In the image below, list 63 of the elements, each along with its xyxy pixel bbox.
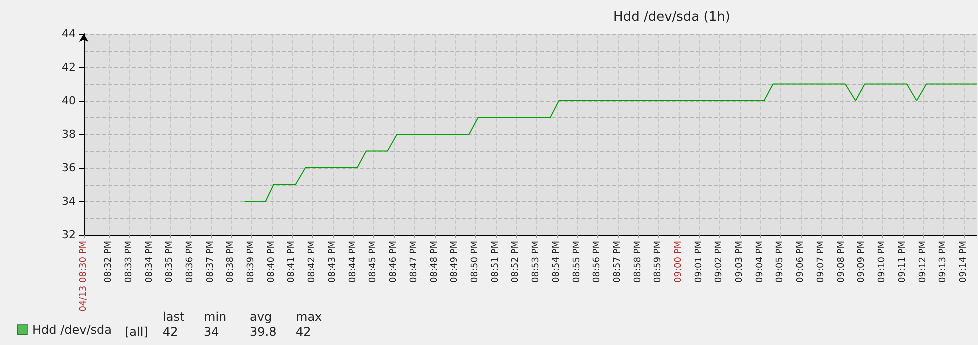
x-tick-label: 09:05 PM [776, 241, 786, 283]
x-tick-label: 08:33 PM [124, 241, 134, 283]
x-tick-label: 09:08 PM [836, 241, 847, 283]
text: [all] [125, 325, 148, 339]
text: last [163, 310, 185, 324]
y-tick-label: 34 [62, 195, 76, 208]
x-tick-label: 09:00 PM [674, 241, 684, 283]
y-tick-label: 36 [62, 162, 76, 174]
x-tick-label: 08:49 PM [450, 241, 460, 283]
x-tick-label: 08:41 PM [287, 241, 298, 283]
x-tick-label: 09:02 PM [714, 241, 725, 283]
x-tick-label: 08:37 PM [206, 241, 216, 283]
text: max [296, 310, 322, 324]
x-tick-label: 08:38 PM [226, 241, 236, 283]
x-tick-label: 09:10 PM [878, 241, 888, 283]
x-tick-label: 09:11 PM [898, 241, 908, 283]
x-tick-label: 08:58 PM [633, 241, 644, 283]
legend-label: Hdd /dev/sda [32, 323, 112, 337]
y-tick-label: 32 [62, 228, 76, 242]
text: 42 [163, 325, 178, 339]
x-tick-label: 04/13 08:30 PM [79, 241, 89, 312]
x-tick-label: 09:04 PM [755, 241, 766, 283]
line-series [244, 84, 978, 202]
x-tick-label: 08:54 PM [552, 241, 562, 283]
x-tick-label: 08:55 PM [572, 241, 582, 283]
x-tick-label: 08:59 PM [654, 241, 664, 283]
text: 34 [204, 325, 220, 339]
x-tick-label: 09:01 PM [694, 241, 704, 283]
x-tick-label: 09:06 PM [796, 241, 806, 283]
text: 42 [296, 325, 312, 339]
x-tick-label: 08:48 PM [430, 241, 440, 283]
text: min [204, 310, 227, 324]
x-tick-label: 08:39 PM [246, 241, 257, 283]
y-tick-label: 40 [62, 94, 76, 108]
x-tick-label: 08:34 PM [144, 241, 155, 283]
x-tick-label: 08:46 PM [389, 241, 400, 283]
x-tick-label: 09:12 PM [918, 241, 928, 283]
text: avg [250, 310, 272, 324]
x-tick-label: 08:36 PM [185, 241, 196, 283]
y-tick-label: 44 [62, 28, 76, 40]
x-tick-label: 08:43 PM [328, 241, 338, 283]
x-tick-label: 08:42 PM [308, 241, 318, 283]
y-tick-label: 42 [62, 61, 76, 74]
text: 39.8 [250, 325, 277, 339]
x-tick-label: 08:44 PM [348, 241, 358, 283]
x-tick-label: 09:03 PM [735, 241, 746, 283]
y-tick-label: 38 [62, 128, 76, 141]
chart-title: Hdd /dev/sda (1h) [614, 10, 730, 25]
x-tick-label: 08:45 PM [368, 241, 379, 283]
x-tick-label: 08:53 PM [531, 241, 542, 283]
x-tick-label: 08:51 PM [490, 241, 501, 283]
x-tick-label: 08:50 PM [470, 241, 480, 283]
x-tick-label: 08:52 PM [511, 241, 522, 283]
x-tick-label: 09:09 PM [857, 241, 868, 283]
x-tick-label: 08:35 PM [165, 241, 176, 283]
x-tick-label: 09:13 PM [938, 241, 949, 283]
x-tick-label: 08:57 PM [612, 241, 623, 283]
x-tick-label: 09:07 PM [816, 241, 827, 283]
x-tick-label: 08:40 PM [266, 241, 277, 283]
x-tick-label: 09:14 PM [958, 241, 969, 283]
x-tick-label: 08:56 PM [592, 241, 603, 283]
x-tick-label: 08:47 PM [409, 241, 420, 283]
x-tick-label: 08:32 PM [104, 241, 114, 283]
